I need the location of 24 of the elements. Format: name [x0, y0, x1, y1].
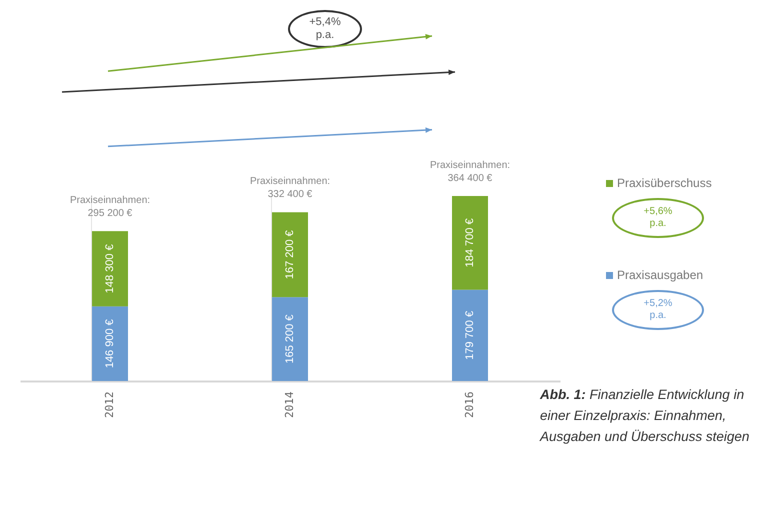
bar — [92, 306, 128, 381]
legend-label: Praxisüberschuss — [617, 176, 712, 190]
x-tick-label: 2014 — [283, 391, 296, 418]
data-label: 179 700 € — [464, 310, 476, 360]
data-label: 148 300 € — [104, 244, 116, 294]
caption: Abb. 1: Finanzielle Entwicklung in einer Einzelpraxis: Einnahmen, Ausgaben und Überschuss steigen — [540, 386, 750, 446]
bar — [452, 196, 488, 290]
data-label: 167 200 € — [284, 230, 296, 280]
legend-label: Praxisausgaben — [617, 268, 704, 282]
bar — [272, 297, 308, 381]
text: +5,2% p.a. — [612, 290, 704, 330]
total-label: Praxiseinnahmen: 364 400 € — [430, 160, 510, 184]
data-label: 146 900 € — [104, 319, 116, 368]
bar — [92, 231, 128, 306]
data-label: 184 700 € — [464, 218, 476, 268]
total-label: Praxiseinnahmen: 332 400 € — [250, 176, 330, 200]
x-tick-label: 2016 — [463, 392, 476, 418]
bar — [272, 212, 308, 298]
total-label: Praxiseinnahmen: 295 200 € — [70, 195, 150, 220]
text: +5,6% p.a. — [612, 198, 704, 238]
text: +5,4% p.a. — [288, 10, 362, 48]
data-label: 165 200 € — [284, 314, 296, 364]
x-tick-label: 2012 — [103, 392, 116, 418]
bar — [452, 290, 488, 381]
